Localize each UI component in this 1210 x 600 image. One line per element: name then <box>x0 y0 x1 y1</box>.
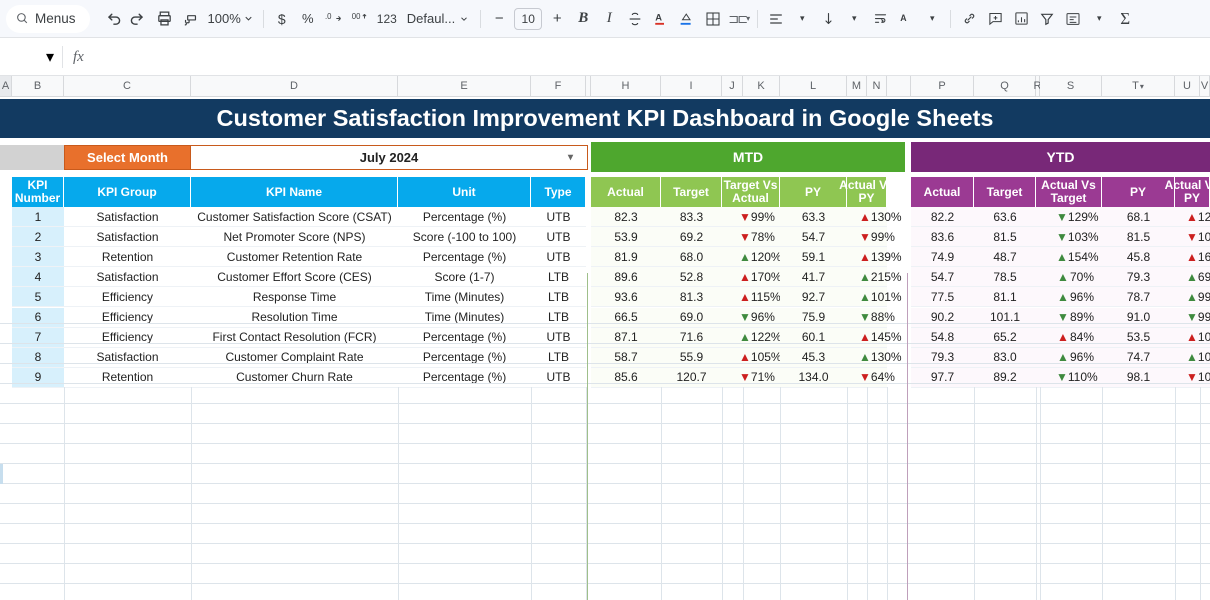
svg-text:A: A <box>900 13 907 23</box>
svg-text:.00: .00 <box>351 12 361 21</box>
svg-text:A: A <box>655 12 662 22</box>
svg-text:.0: .0 <box>325 12 332 21</box>
